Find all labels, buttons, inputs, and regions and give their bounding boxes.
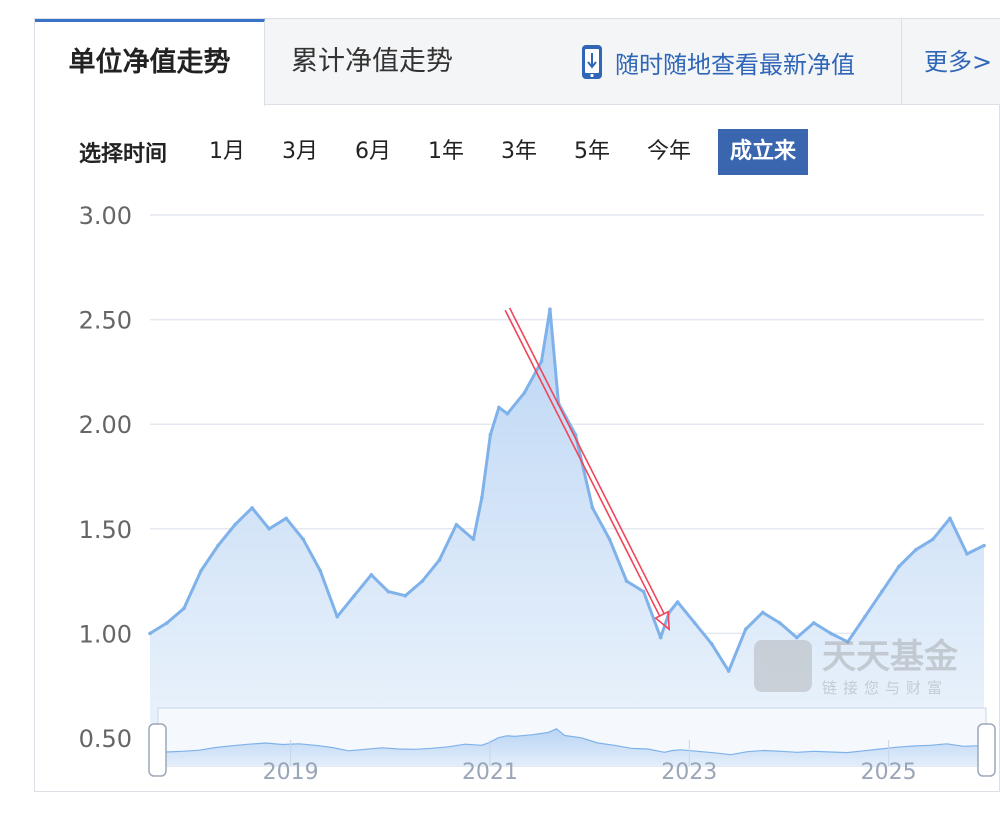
overview-line bbox=[165, 728, 981, 756]
overview-x-tick: 2019 bbox=[263, 760, 319, 785]
nav-point bbox=[760, 610, 765, 615]
nav-point bbox=[965, 552, 969, 556]
nav-point bbox=[624, 579, 629, 583]
nav-point bbox=[182, 606, 186, 611]
phone-download-icon bbox=[582, 45, 602, 79]
nav-point bbox=[548, 307, 552, 311]
nav-point bbox=[726, 669, 731, 673]
overview-left-handle[interactable] bbox=[148, 723, 167, 777]
tab-unit-nav[interactable]: 单位净值走势 bbox=[35, 19, 265, 106]
nav-point bbox=[658, 635, 663, 640]
nav-point bbox=[897, 564, 901, 569]
nav-point bbox=[420, 579, 425, 583]
nav-point bbox=[318, 568, 323, 573]
nav-point bbox=[692, 621, 697, 625]
watermark: 天天基金 链接您与财富 bbox=[754, 637, 959, 697]
nav-point bbox=[846, 639, 850, 644]
y-tick-label: 1.00 bbox=[79, 620, 132, 648]
nav-point bbox=[352, 593, 357, 598]
nav-point bbox=[301, 537, 305, 542]
y-tick-label: 2.00 bbox=[79, 411, 132, 439]
nav-point bbox=[829, 631, 833, 636]
y-tick-label: 1.50 bbox=[79, 516, 132, 544]
y-tick-label: 0.50 bbox=[79, 725, 132, 753]
nav-point bbox=[880, 589, 884, 594]
nav-point bbox=[165, 621, 169, 625]
tab-bar: 单位净值走势 累计净值走势 随时随地查看最新净值 更多> bbox=[35, 19, 1000, 106]
nav-point bbox=[437, 558, 442, 562]
range-5y[interactable]: 5年 bbox=[574, 139, 611, 164]
nav-point bbox=[931, 537, 935, 542]
nav-point bbox=[386, 589, 391, 594]
overview-x-tick: 2023 bbox=[661, 760, 717, 785]
overview-navigator[interactable]: 2019 2021 2023 2025 bbox=[148, 707, 996, 785]
promo-text: 随时随地查看最新净值 bbox=[615, 50, 855, 79]
y-tick-label: 3.00 bbox=[79, 202, 132, 230]
nav-area bbox=[150, 309, 984, 738]
nav-point bbox=[454, 522, 459, 527]
watermark-logo-badge bbox=[754, 640, 812, 692]
nav-point bbox=[982, 543, 986, 548]
nav-point bbox=[948, 516, 952, 521]
nav-point bbox=[488, 432, 493, 437]
overview-x-tick: 2025 bbox=[861, 760, 917, 785]
nav-point bbox=[284, 516, 288, 521]
nav-point bbox=[250, 506, 254, 510]
range-label: 选择时间 bbox=[79, 142, 168, 167]
nav-point bbox=[480, 495, 484, 500]
nav-point bbox=[675, 600, 680, 604]
nav-point bbox=[148, 631, 152, 636]
nav-point bbox=[335, 614, 340, 619]
overview-right-handle[interactable] bbox=[977, 723, 996, 777]
overview-x-ticks: 2019 2021 2023 2025 bbox=[263, 740, 917, 785]
range-1m[interactable]: 1月 bbox=[209, 139, 246, 164]
nav-point bbox=[233, 522, 237, 527]
promo-link[interactable]: 随时随地查看最新净值 bbox=[581, 19, 855, 105]
nav-point bbox=[539, 359, 544, 364]
nav-point bbox=[471, 537, 476, 542]
nav-point bbox=[590, 506, 595, 510]
nav-point bbox=[709, 642, 714, 646]
range-since-inception[interactable]: 成立来 bbox=[718, 129, 809, 175]
range-selector: 选择时间 1月 3月 6月 1年 3年 5年 今年 成立来 bbox=[79, 129, 821, 175]
nav-point bbox=[743, 627, 748, 632]
nav-point bbox=[641, 589, 646, 594]
nav-point bbox=[505, 411, 510, 416]
nav-point bbox=[403, 593, 408, 598]
nav-point bbox=[914, 547, 918, 552]
nav-points bbox=[148, 307, 986, 673]
range-1y[interactable]: 1年 bbox=[428, 139, 465, 164]
nav-point bbox=[497, 405, 501, 410]
tab-cumulative-nav[interactable]: 累计净值走势 bbox=[291, 46, 453, 77]
overview-x-tick: 2021 bbox=[462, 760, 518, 785]
overview-area bbox=[166, 728, 980, 766]
nav-point bbox=[216, 543, 220, 548]
nav-point bbox=[811, 621, 816, 625]
range-3m[interactable]: 3月 bbox=[282, 139, 319, 164]
annotation-arrow bbox=[504, 307, 671, 631]
range-6m[interactable]: 6月 bbox=[355, 139, 392, 164]
nav-line bbox=[149, 307, 985, 673]
range-3y[interactable]: 3年 bbox=[501, 139, 538, 164]
watermark-slogan: 链接您与财富 bbox=[822, 679, 948, 697]
nav-point bbox=[863, 614, 867, 619]
nav-point bbox=[777, 621, 782, 625]
nav-point bbox=[607, 537, 612, 542]
watermark-brand: 天天基金 bbox=[822, 637, 959, 677]
nav-point bbox=[267, 527, 271, 531]
nav-point bbox=[794, 635, 799, 640]
range-ytd[interactable]: 今年 bbox=[647, 139, 692, 164]
more-link[interactable]: 更多> bbox=[901, 19, 1000, 105]
nav-point bbox=[522, 391, 527, 395]
y-tick-label: 2.50 bbox=[79, 307, 132, 335]
nav-point bbox=[199, 568, 203, 573]
y-axis-ticks: 3.00 2.50 2.00 1.50 1.00 0.50 bbox=[79, 202, 132, 753]
nav-point bbox=[369, 573, 374, 577]
